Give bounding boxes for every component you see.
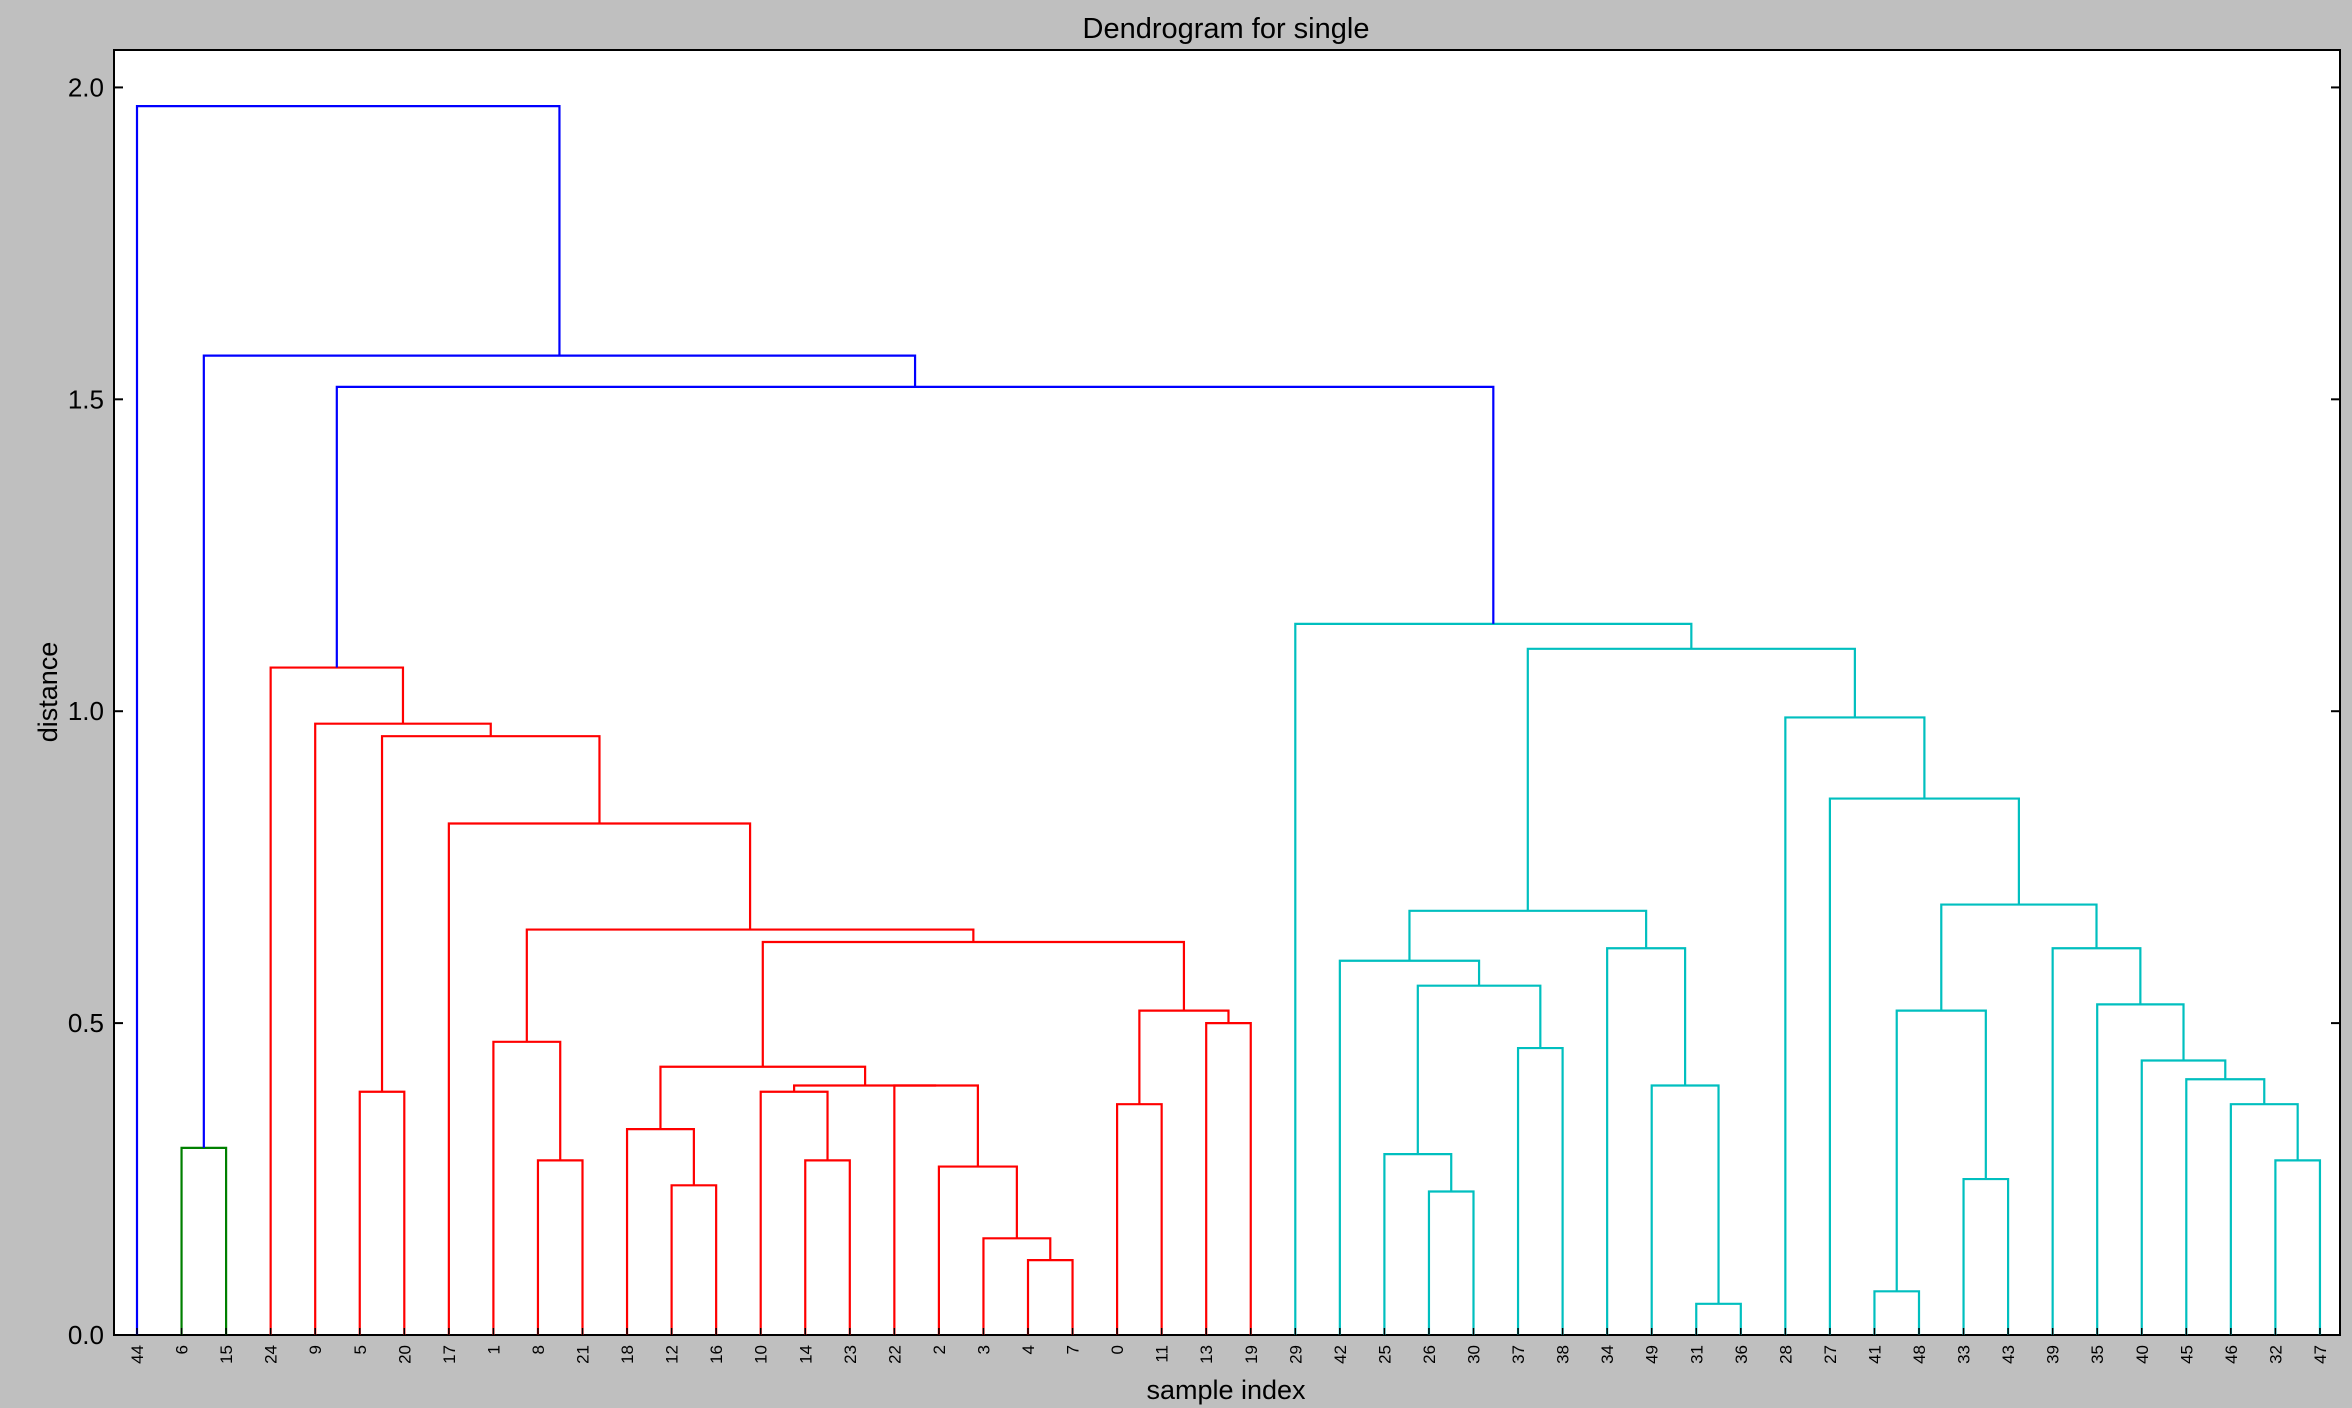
y-tick-label: 0.5 bbox=[68, 1008, 104, 1038]
x-tick-label: 6 bbox=[173, 1345, 192, 1354]
x-tick-label: 7 bbox=[1064, 1345, 1083, 1354]
x-tick-label: 44 bbox=[128, 1345, 147, 1364]
dendrogram-link bbox=[525, 928, 975, 1042]
dendrogram-link bbox=[761, 940, 1186, 1067]
x-tick-label: 11 bbox=[1153, 1345, 1172, 1363]
x-tick-label: 1 bbox=[484, 1345, 503, 1354]
x-tick-label: 10 bbox=[752, 1345, 771, 1364]
dendrogram-link bbox=[2229, 1103, 2299, 1335]
x-tick-label: 27 bbox=[1821, 1345, 1840, 1364]
x-tick-label: 36 bbox=[1732, 1345, 1751, 1364]
x-tick-label: 17 bbox=[440, 1345, 459, 1364]
chart-title: Dendrogram for single bbox=[1083, 13, 1370, 45]
dendrogram-link bbox=[2274, 1159, 2322, 1335]
x-tick-label: 32 bbox=[2266, 1345, 2285, 1364]
x-tick-label: 21 bbox=[574, 1345, 593, 1364]
x-tick-label: 0 bbox=[1108, 1345, 1127, 1354]
dendrogram-link bbox=[1416, 984, 1542, 1155]
x-tick-label: 31 bbox=[1687, 1345, 1706, 1364]
x-tick-label: 26 bbox=[1420, 1345, 1439, 1364]
dendrogram-link bbox=[269, 666, 405, 1335]
x-tick-label: 19 bbox=[1242, 1345, 1261, 1364]
x-tick-label: 40 bbox=[2133, 1345, 2152, 1364]
x-tick-label: 33 bbox=[1955, 1345, 1974, 1364]
x-tick-label: 46 bbox=[2222, 1345, 2241, 1364]
x-tick-label: 12 bbox=[663, 1345, 682, 1364]
x-tick-label: 49 bbox=[1643, 1345, 1662, 1364]
x-tick-label: 43 bbox=[1999, 1345, 2018, 1364]
x-tick-label: 29 bbox=[1286, 1345, 1305, 1364]
x-tick-label: 38 bbox=[1554, 1345, 1573, 1364]
y-axis-ticks: 0.0 0.5 1.0 1.5 2.0 bbox=[68, 72, 2340, 1350]
y-tick-label: 1.0 bbox=[68, 696, 104, 726]
x-tick-label: 30 bbox=[1465, 1345, 1484, 1364]
x-tick-label: 28 bbox=[1776, 1345, 1795, 1364]
dendrogram-link bbox=[335, 385, 1495, 668]
x-tick-label: 16 bbox=[707, 1345, 726, 1364]
dendrogram-link bbox=[2185, 1078, 2266, 1335]
dendrogram-link bbox=[804, 1159, 851, 1335]
x-tick-label: 24 bbox=[262, 1345, 281, 1364]
x-tick-label: 14 bbox=[796, 1345, 815, 1364]
x-tick-label: 37 bbox=[1509, 1345, 1528, 1364]
y-tick-label: 0.0 bbox=[68, 1320, 104, 1350]
dendrogram-link bbox=[1205, 1022, 1252, 1335]
dendrogram-link bbox=[1516, 1046, 1564, 1335]
y-tick-label: 2.0 bbox=[68, 72, 104, 102]
plot-area bbox=[113, 49, 2341, 1336]
dendrogram-link bbox=[1427, 1190, 1475, 1335]
x-axis-ticks: 44 6 15 24 9 5 20 17 1 8 21 18 12 16 10 14 23 22 2 3 4 7 0 11 13… bbox=[128, 1328, 2330, 1364]
x-tick-label: 9 bbox=[306, 1345, 325, 1354]
x-tick-label: 8 bbox=[529, 1345, 548, 1354]
dendrogram-link bbox=[793, 1084, 937, 1092]
dendrogram-link bbox=[1026, 1259, 1074, 1335]
dendrogram-link bbox=[536, 1159, 584, 1335]
x-tick-label: 39 bbox=[2044, 1345, 2063, 1364]
x-tick-label: 3 bbox=[974, 1345, 993, 1354]
x-tick-label: 45 bbox=[2177, 1345, 2196, 1364]
x-tick-label: 13 bbox=[1197, 1345, 1216, 1364]
x-tick-label: 34 bbox=[1598, 1345, 1617, 1364]
dendrogram-link bbox=[1650, 1084, 1720, 1335]
x-tick-label: 4 bbox=[1019, 1345, 1038, 1354]
x-tick-label: 2 bbox=[930, 1345, 949, 1354]
x-tick-label: 5 bbox=[351, 1345, 370, 1354]
dendrogram-link bbox=[1116, 1103, 1163, 1335]
y-tick-label: 1.5 bbox=[68, 384, 104, 414]
x-tick-label: 20 bbox=[395, 1345, 414, 1364]
x-tick-label: 22 bbox=[885, 1345, 904, 1364]
dendrogram-link bbox=[937, 1165, 1018, 1335]
dendrogram-links bbox=[135, 105, 2322, 1335]
x-tick-label: 18 bbox=[618, 1345, 637, 1364]
x-tick-label: 25 bbox=[1375, 1345, 1394, 1364]
x-tick-label: 42 bbox=[1331, 1345, 1350, 1364]
y-axis-label: distance bbox=[33, 642, 63, 743]
x-tick-label: 15 bbox=[217, 1345, 236, 1364]
x-tick-label: 35 bbox=[2088, 1345, 2107, 1364]
dendrogram-link bbox=[1828, 797, 2020, 1335]
x-axis-label: sample index bbox=[1146, 1375, 1306, 1405]
dendrogram-link bbox=[135, 105, 561, 1335]
dendrogram-link bbox=[1526, 647, 1856, 911]
x-tick-label: 23 bbox=[841, 1345, 860, 1364]
x-tick-label: 41 bbox=[1865, 1345, 1884, 1364]
x-tick-label: 47 bbox=[2311, 1345, 2330, 1364]
x-tick-label: 48 bbox=[1910, 1345, 1929, 1364]
